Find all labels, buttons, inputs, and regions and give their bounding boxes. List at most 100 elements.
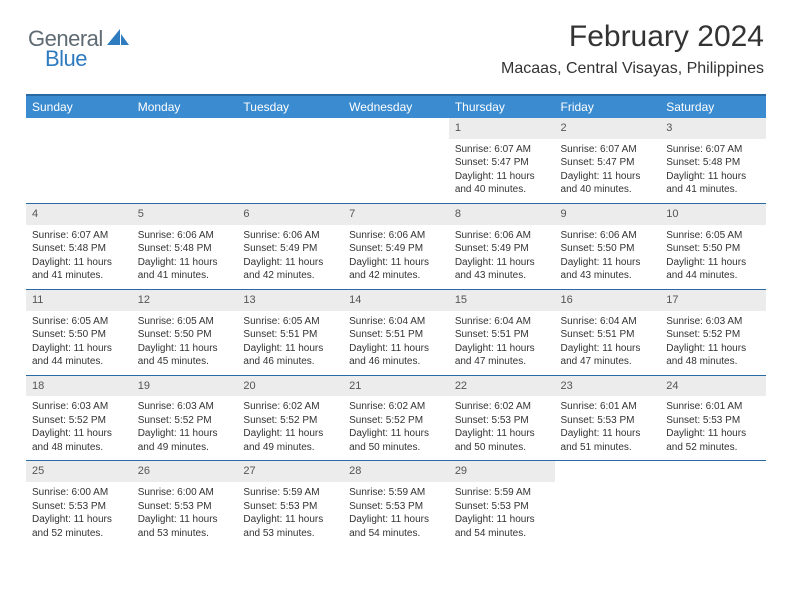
- day-number: 21: [343, 375, 449, 396]
- weekday-header: Sunday: [26, 95, 132, 118]
- day2-text: and 45 minutes.: [138, 355, 232, 369]
- sunrise-text: Sunrise: 6:03 AM: [138, 400, 232, 414]
- sunset-text: Sunset: 5:51 PM: [243, 328, 337, 342]
- sunrise-text: Sunrise: 6:05 AM: [243, 315, 337, 329]
- day2-text: and 41 minutes.: [138, 269, 232, 283]
- day1-text: Daylight: 11 hours: [32, 342, 126, 356]
- day2-text: and 54 minutes.: [455, 527, 549, 541]
- sunset-text: Sunset: 5:49 PM: [243, 242, 337, 256]
- day2-text: and 40 minutes.: [561, 183, 655, 197]
- sunrise-text: Sunrise: 6:07 AM: [32, 229, 126, 243]
- sunrise-text: Sunrise: 6:02 AM: [349, 400, 443, 414]
- day2-text: and 51 minutes.: [561, 441, 655, 455]
- sunrise-text: Sunrise: 6:07 AM: [666, 143, 760, 157]
- sunset-text: Sunset: 5:53 PM: [455, 500, 549, 514]
- day-number: 20: [237, 375, 343, 396]
- day-number: 7: [343, 203, 449, 224]
- day-number: 24: [660, 375, 766, 396]
- weekday-header: Thursday: [449, 95, 555, 118]
- day-cell: Sunrise: 6:06 AMSunset: 5:49 PMDaylight:…: [449, 225, 555, 290]
- day2-text: and 44 minutes.: [666, 269, 760, 283]
- day1-text: Daylight: 11 hours: [561, 256, 655, 270]
- sunset-text: Sunset: 5:53 PM: [138, 500, 232, 514]
- day-cell: Sunrise: 6:01 AMSunset: 5:53 PMDaylight:…: [660, 396, 766, 461]
- day-number: [26, 118, 132, 139]
- day-cell: Sunrise: 5:59 AMSunset: 5:53 PMDaylight:…: [449, 482, 555, 546]
- day1-text: Daylight: 11 hours: [349, 513, 443, 527]
- day-number: 1: [449, 118, 555, 139]
- day-cell: [660, 482, 766, 546]
- day-cell: Sunrise: 6:06 AMSunset: 5:49 PMDaylight:…: [237, 225, 343, 290]
- sunrise-text: Sunrise: 6:06 AM: [455, 229, 549, 243]
- day1-text: Daylight: 11 hours: [243, 256, 337, 270]
- logo: General Blue: [28, 20, 131, 52]
- day-cell: Sunrise: 6:05 AMSunset: 5:50 PMDaylight:…: [26, 311, 132, 376]
- day-cell: Sunrise: 6:07 AMSunset: 5:48 PMDaylight:…: [26, 225, 132, 290]
- day1-text: Daylight: 11 hours: [243, 513, 337, 527]
- sunset-text: Sunset: 5:48 PM: [32, 242, 126, 256]
- day-cell: Sunrise: 6:04 AMSunset: 5:51 PMDaylight:…: [449, 311, 555, 376]
- day-cell: Sunrise: 6:05 AMSunset: 5:50 PMDaylight:…: [132, 311, 238, 376]
- day-number: 17: [660, 289, 766, 310]
- day-cell: Sunrise: 6:02 AMSunset: 5:52 PMDaylight:…: [237, 396, 343, 461]
- sunset-text: Sunset: 5:47 PM: [455, 156, 549, 170]
- day-cell: Sunrise: 6:07 AMSunset: 5:48 PMDaylight:…: [660, 139, 766, 204]
- sunrise-text: Sunrise: 6:02 AM: [243, 400, 337, 414]
- day-number: 18: [26, 375, 132, 396]
- sunset-text: Sunset: 5:51 PM: [349, 328, 443, 342]
- sunset-text: Sunset: 5:49 PM: [349, 242, 443, 256]
- day-cell: Sunrise: 6:03 AMSunset: 5:52 PMDaylight:…: [132, 396, 238, 461]
- sunrise-text: Sunrise: 6:03 AM: [666, 315, 760, 329]
- day-cell: Sunrise: 6:05 AMSunset: 5:51 PMDaylight:…: [237, 311, 343, 376]
- day-number: 9: [555, 203, 661, 224]
- sunset-text: Sunset: 5:52 PM: [138, 414, 232, 428]
- day1-text: Daylight: 11 hours: [666, 256, 760, 270]
- sunset-text: Sunset: 5:52 PM: [349, 414, 443, 428]
- day2-text: and 50 minutes.: [455, 441, 549, 455]
- day-cell: Sunrise: 6:03 AMSunset: 5:52 PMDaylight:…: [26, 396, 132, 461]
- day1-text: Daylight: 11 hours: [138, 256, 232, 270]
- day-number: 8: [449, 203, 555, 224]
- day-number: 12: [132, 289, 238, 310]
- day-number: 14: [343, 289, 449, 310]
- day1-text: Daylight: 11 hours: [32, 427, 126, 441]
- sunrise-text: Sunrise: 5:59 AM: [349, 486, 443, 500]
- day-cell: Sunrise: 6:07 AMSunset: 5:47 PMDaylight:…: [449, 139, 555, 204]
- day1-text: Daylight: 11 hours: [455, 256, 549, 270]
- day1-text: Daylight: 11 hours: [455, 170, 549, 184]
- day-number: 22: [449, 375, 555, 396]
- sunset-text: Sunset: 5:53 PM: [455, 414, 549, 428]
- sunrise-text: Sunrise: 6:02 AM: [455, 400, 549, 414]
- day-number: 16: [555, 289, 661, 310]
- day2-text: and 47 minutes.: [561, 355, 655, 369]
- weekday-header: Monday: [132, 95, 238, 118]
- day-number: 2: [555, 118, 661, 139]
- day2-text: and 42 minutes.: [349, 269, 443, 283]
- day-number: [237, 118, 343, 139]
- sunset-text: Sunset: 5:48 PM: [666, 156, 760, 170]
- day1-text: Daylight: 11 hours: [561, 170, 655, 184]
- day2-text: and 46 minutes.: [243, 355, 337, 369]
- sunrise-text: Sunrise: 6:04 AM: [455, 315, 549, 329]
- day2-text: and 48 minutes.: [666, 355, 760, 369]
- day2-text: and 53 minutes.: [138, 527, 232, 541]
- day-number-row: 2526272829: [26, 461, 766, 482]
- day-content-row: Sunrise: 6:05 AMSunset: 5:50 PMDaylight:…: [26, 311, 766, 376]
- day-cell: Sunrise: 6:04 AMSunset: 5:51 PMDaylight:…: [343, 311, 449, 376]
- sunset-text: Sunset: 5:51 PM: [455, 328, 549, 342]
- sunset-text: Sunset: 5:50 PM: [561, 242, 655, 256]
- sunrise-text: Sunrise: 6:01 AM: [666, 400, 760, 414]
- day-cell: Sunrise: 6:01 AMSunset: 5:53 PMDaylight:…: [555, 396, 661, 461]
- sunrise-text: Sunrise: 6:04 AM: [561, 315, 655, 329]
- day-number: 25: [26, 461, 132, 482]
- day-number: 13: [237, 289, 343, 310]
- day-cell: Sunrise: 6:06 AMSunset: 5:50 PMDaylight:…: [555, 225, 661, 290]
- sunrise-text: Sunrise: 5:59 AM: [243, 486, 337, 500]
- sunset-text: Sunset: 5:52 PM: [32, 414, 126, 428]
- sunset-text: Sunset: 5:47 PM: [561, 156, 655, 170]
- day-number: 3: [660, 118, 766, 139]
- day-cell: Sunrise: 6:06 AMSunset: 5:48 PMDaylight:…: [132, 225, 238, 290]
- day-number-row: 11121314151617: [26, 289, 766, 310]
- sunset-text: Sunset: 5:53 PM: [243, 500, 337, 514]
- day2-text: and 43 minutes.: [455, 269, 549, 283]
